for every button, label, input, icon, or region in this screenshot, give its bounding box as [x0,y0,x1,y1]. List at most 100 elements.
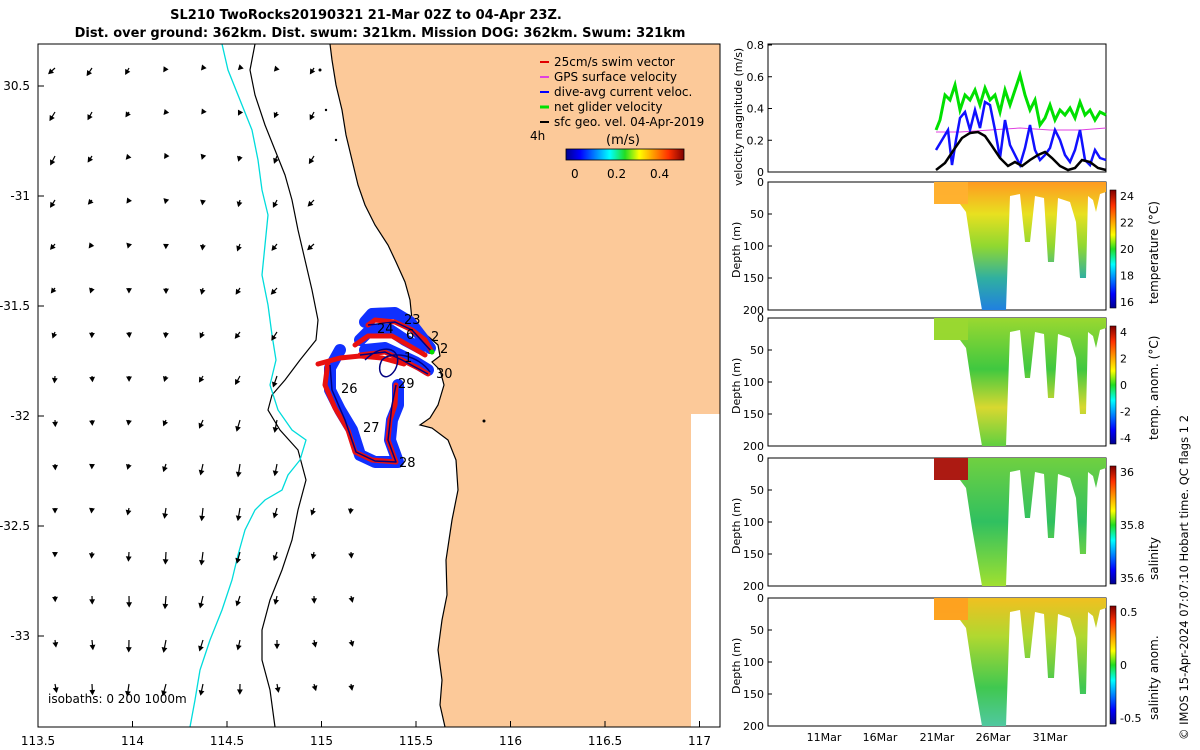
depth-ytick-label: 100 [743,516,764,529]
lat-tick-label: -32.5 [0,519,30,533]
velocity-arrow [164,728,166,740]
velocity-arrowhead [309,114,315,121]
depth-panel-salinity: 0 50 100 150 200 Depth (m) 36 35.8 35.6 salinity [730,452,1161,593]
track-label: 2 [440,342,448,357]
velocity-arrowhead [125,68,131,75]
velocity-arrowhead [235,515,242,522]
lon-tick-label: 116 [499,734,522,748]
velocity-arrowhead [235,288,242,295]
lat-tick-label: -31 [10,189,30,203]
velocity-arrowhead [52,641,59,648]
isobath-200m [249,44,319,727]
depth-ytick-label: 50 [750,624,764,637]
velocity-arrowhead [51,332,58,339]
velocity-arrowhead [163,66,169,73]
colorbar-tick-label: -0.5 [1120,712,1141,725]
velocity-arrowhead [200,64,207,71]
velocity-arrowhead [309,68,316,75]
colorbar-tick: 0 [571,167,579,181]
velocity-arrowhead [201,108,207,115]
velocity-arrowhead [272,427,279,433]
velocity-arrowhead [125,463,132,470]
lon-tick-label: 115.5 [399,734,433,748]
vel-ytick-label: 0.2 [747,134,765,147]
velocity-arrowhead [162,332,169,339]
colorbar-tick-label: 0 [1120,659,1127,672]
depth-ytick-label: 150 [743,408,764,421]
velocity-arrowhead [235,600,241,607]
colorbar-tick-label: 24 [1120,190,1134,203]
velocity-arrowhead [126,288,132,294]
velocity-arrowhead [273,112,280,119]
velocity-arrowhead [162,559,169,565]
velocity-arrowhead [89,420,95,426]
velocity-arrowhead [52,508,58,514]
velocity-arrowhead [201,736,205,740]
velocity-arrowhead [125,509,132,516]
depth-ytick-label: 0 [757,452,764,465]
depth-panel-sal_anom: 0 50 100 150 200 Depth (m) 0.5 0 -0.5 salinity an… [730,592,1161,733]
velocity-ylabel: velocity magnitude (m/s) [732,48,745,186]
velocity-arrowhead [198,376,205,383]
velocity-arrowhead [125,153,132,160]
velocity-arrowhead [235,425,241,432]
depth-ylabel: Depth (m) [730,222,743,278]
colorbar-tick-label: 22 [1120,217,1134,230]
velocity-arrowhead [198,469,205,476]
velocity-arrowhead [235,557,242,564]
depth-ytick-label: 200 [743,304,764,317]
time-tick-label: 26Mar [976,731,1011,744]
velocity-arrowhead [87,156,94,163]
velocity-arrowhead [87,198,94,205]
velocity-arrowhead [126,419,132,426]
velocity-arrowhead [125,556,132,562]
velocity-arrowhead [88,553,95,559]
velocity-arrowhead [52,551,58,558]
depth-section-data [934,458,1106,586]
time-tick-label: 21Mar [920,731,955,744]
map-axes: 113.5 114 114.5 115 115.5 116 116.5 117 30.5 -31… [0,79,711,748]
velocity-arrowhead [89,376,96,383]
lat-tick-label: -31.5 [0,299,30,313]
time-tick-label: 16Mar [863,731,898,744]
colorbar-tick: 0.4 [650,167,669,181]
velocity-arrowhead [50,201,56,208]
velocity-arrowhead [163,243,169,250]
depth-ytick-label: 150 [743,548,764,561]
velocity-arrowhead [271,381,278,388]
velocity-arrowhead [52,421,59,428]
depth-ytick-label: 50 [750,344,764,357]
lon-tick-label: 115 [310,734,333,748]
velocity-arrowhead [310,553,317,560]
velocity-arrowhead [271,244,278,251]
velocity-arrowhead [198,602,205,609]
velocity-arrowhead [126,376,132,382]
lat-tick-label: -33 [10,629,30,643]
velocity-arrowhead [52,687,59,693]
velocity-arrowhead [311,598,318,604]
map-legend: 25cm/s swim vector GPS surface velocity … [530,55,704,181]
velocity-arrowhead [89,463,95,470]
colorbar-label: salinity [1147,537,1161,580]
velocity-arrowhead [161,646,168,653]
track-day-labels: 23 24 6 2 2 1 29 30 26 27 28 [341,313,453,471]
track-label: 26 [341,382,358,397]
velocity-arrowhead [162,376,169,383]
velocity-arrowhead [348,640,355,647]
vel-ytick-label: 0.8 [747,39,765,52]
track-label: 1 [404,351,412,366]
colorbar-label: temp. anom. (°C) [1147,336,1161,440]
depth-panel-temperature: 0 50 100 150 200 Depth (m) 24 22 20 18 16 temperatu… [730,176,1161,317]
sfc-geo-velocity-line [935,130,1107,172]
imos-credit-label: © IMOS 15-Apr-2024 07:07:10 Hobart time.… [1177,415,1191,740]
net-glider-velocity-line [934,69,1107,131]
velocity-arrowhead [272,201,278,208]
figure-title-line1: SL210 TwoRocks20190321 21-Mar 02Z to 04-… [170,8,562,23]
track-label: 28 [399,456,416,471]
depth-ytick-label: 200 [743,440,764,453]
track-label: 24 [377,322,394,337]
panel-colorbar [1109,605,1117,725]
depth-section-data [934,182,1106,310]
velocity-arrowhead [237,155,243,162]
